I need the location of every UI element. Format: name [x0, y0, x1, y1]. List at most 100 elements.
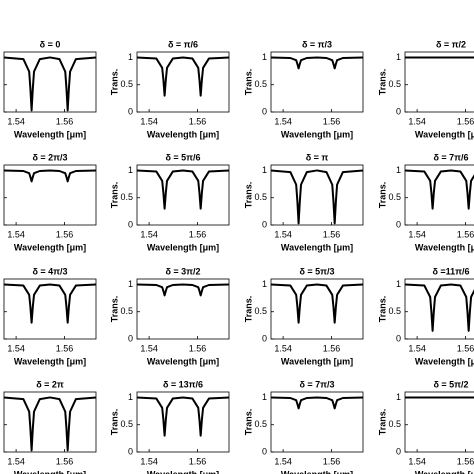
x-tick-label: 1.54 — [408, 229, 426, 239]
y-tick-label: 0 — [396, 106, 401, 116]
y-tick-label: 0.5 — [254, 192, 267, 202]
axes-frame — [404, 51, 474, 113]
chart-title: δ = 7π/3 — [299, 379, 334, 389]
axes-frame — [270, 391, 364, 453]
x-tick-label: 1.56 — [457, 229, 474, 239]
axes-frame — [3, 391, 97, 453]
x-tick-label: 1.56 — [189, 116, 207, 126]
y-tick-label: 0.5 — [388, 79, 401, 89]
y-tick-label: 0.5 — [388, 192, 401, 202]
x-axis-label: Wavelength [μm] — [147, 356, 219, 366]
chart-title: δ = 5π/3 — [299, 266, 334, 276]
x-axis-label: Wavelength [μm] — [147, 469, 219, 474]
y-tick-label: 1 — [262, 165, 267, 175]
y-tick-label: 0.5 — [388, 306, 401, 316]
y-tick-label: 0 — [262, 446, 267, 456]
x-tick-label: 1.54 — [140, 343, 158, 353]
y-axis-label: Trans. — [109, 69, 119, 96]
x-axis-label: Wavelength [μm] — [415, 469, 474, 474]
x-tick-label: 1.54 — [140, 116, 158, 126]
y-tick-label: 0.5 — [120, 79, 133, 89]
transmission-line — [404, 283, 474, 332]
y-tick-label: 0 — [128, 333, 133, 343]
x-tick-label: 1.54 — [274, 343, 292, 353]
x-tick-label: 1.54 — [7, 116, 25, 126]
x-axis-label: Wavelength [μm] — [147, 129, 219, 139]
y-tick-label: 0 — [262, 333, 267, 343]
y-tick-label: 0 — [396, 219, 401, 229]
x-tick-label: 1.54 — [408, 116, 426, 126]
x-tick-label: 1.54 — [408, 343, 426, 353]
y-tick-label: 0 — [396, 446, 401, 456]
x-tick-label: 1.54 — [7, 456, 25, 466]
x-tick-label: 1.54 — [274, 116, 292, 126]
transmission-line — [270, 396, 364, 410]
x-tick-label: 1.56 — [457, 343, 474, 353]
chart-title: δ = 0 — [40, 39, 61, 49]
chart-title: δ = 2π/3 — [32, 152, 67, 162]
y-tick-label: 0 — [128, 106, 133, 116]
x-tick-label: 1.56 — [323, 456, 341, 466]
y-axis-label: Trans. — [243, 69, 253, 96]
axes-frame — [3, 51, 97, 113]
x-tick-label: 1.56 — [457, 456, 474, 466]
y-tick-label: 1 — [128, 52, 133, 62]
x-axis-label: Wavelength [μm] — [14, 129, 86, 139]
axes-frame — [3, 278, 97, 340]
y-tick-label: 0 — [262, 219, 267, 229]
x-tick-label: 1.54 — [7, 343, 25, 353]
transmission-line — [3, 56, 97, 112]
y-tick-label: 0.5 — [388, 419, 401, 429]
x-tick-label: 1.56 — [457, 116, 474, 126]
y-tick-label: 1 — [128, 279, 133, 289]
y-axis-label: Trans. — [377, 409, 387, 436]
y-tick-label: 0.5 — [120, 419, 133, 429]
x-tick-label: 1.54 — [408, 456, 426, 466]
axes-frame — [3, 164, 97, 226]
chart-title: δ = π/6 — [168, 39, 198, 49]
x-axis-label: Wavelength [μm] — [147, 242, 219, 252]
x-axis-label: Wavelength [μm] — [415, 242, 474, 252]
axes-frame — [270, 278, 364, 340]
y-tick-label: 0.5 — [120, 192, 133, 202]
axes-frame — [270, 164, 364, 226]
x-axis-label: Wavelength [μm] — [415, 129, 474, 139]
transmission-line — [270, 169, 364, 225]
x-tick-label: 1.56 — [323, 343, 341, 353]
y-tick-label: 0 — [128, 446, 133, 456]
transmission-line — [136, 56, 230, 97]
y-tick-label: 0 — [128, 219, 133, 229]
axes-frame — [136, 51, 230, 113]
y-axis-label: Trans. — [377, 296, 387, 323]
y-axis-label: Trans. — [377, 182, 387, 209]
y-tick-label: 0.5 — [254, 306, 267, 316]
x-tick-label: 1.56 — [56, 116, 74, 126]
y-tick-label: 0 — [262, 106, 267, 116]
y-tick-label: 1 — [262, 279, 267, 289]
chart-title: δ = π/3 — [302, 39, 332, 49]
y-tick-label: 1 — [396, 392, 401, 402]
chart-title: δ = 5π/6 — [165, 152, 200, 162]
y-axis-label: Trans. — [109, 409, 119, 436]
y-tick-label: 0 — [396, 333, 401, 343]
y-axis-label: Trans. — [243, 409, 253, 436]
y-tick-label: 1 — [396, 52, 401, 62]
axes-frame — [136, 164, 230, 226]
x-tick-label: 1.54 — [140, 229, 158, 239]
y-axis-label: Trans. — [243, 296, 253, 323]
x-tick-label: 1.56 — [323, 116, 341, 126]
x-axis-label: Wavelength [μm] — [281, 469, 353, 474]
x-tick-label: 1.56 — [189, 343, 207, 353]
y-tick-label: 1 — [396, 279, 401, 289]
transmission-line — [136, 396, 230, 437]
x-tick-label: 1.56 — [189, 456, 207, 466]
chart-title: δ = π/2 — [436, 39, 466, 49]
x-tick-label: 1.54 — [274, 456, 292, 466]
transmission-line — [136, 169, 230, 210]
y-tick-label: 0.5 — [254, 419, 267, 429]
transmission-line — [270, 283, 364, 324]
chart-title: δ = 2π — [36, 379, 64, 389]
axes-frame — [270, 51, 364, 113]
axes-frame — [136, 278, 230, 340]
chart-title: δ = 5π/2 — [433, 379, 468, 389]
